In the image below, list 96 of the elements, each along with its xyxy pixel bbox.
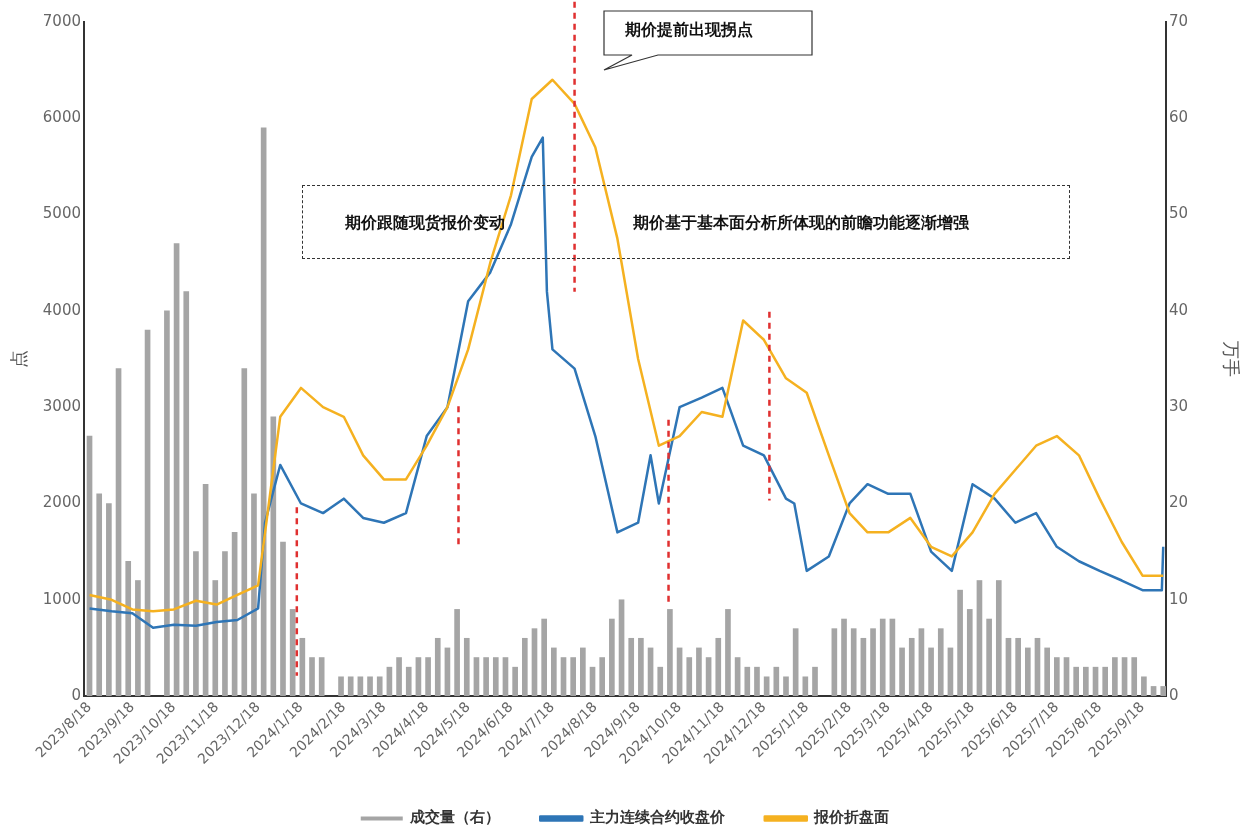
bar xyxy=(812,666,818,697)
legend-label: 报价折盘面 xyxy=(813,808,890,827)
y2-axis-title: 万手 xyxy=(1220,341,1242,378)
bar xyxy=(599,657,606,697)
bar xyxy=(841,618,847,697)
bar xyxy=(96,493,103,697)
bar xyxy=(183,291,190,697)
bar xyxy=(995,580,1002,697)
bar xyxy=(1073,666,1080,697)
bar xyxy=(696,647,702,697)
bar xyxy=(773,666,780,697)
bar xyxy=(609,618,615,697)
bar xyxy=(628,637,635,697)
y-axis-title: 点 xyxy=(8,350,30,369)
bar xyxy=(309,657,315,697)
bar xyxy=(1015,637,1021,697)
bar xyxy=(928,647,934,697)
bar xyxy=(1131,657,1138,697)
y-tick-label: 3000 xyxy=(42,397,81,416)
bar xyxy=(135,580,141,697)
bar xyxy=(870,628,876,697)
bar xyxy=(512,666,518,697)
bar xyxy=(193,551,199,697)
bar xyxy=(434,637,441,697)
bar xyxy=(521,637,528,697)
bar xyxy=(405,666,412,697)
bar xyxy=(937,628,944,697)
bar xyxy=(1102,666,1109,697)
bar xyxy=(570,657,577,697)
bar xyxy=(1054,657,1060,697)
y-tick-label: 6000 xyxy=(42,108,81,127)
bar xyxy=(899,647,905,697)
y2-tick-label: 30 xyxy=(1169,397,1189,416)
bar xyxy=(222,551,228,697)
y2-tick-label: 10 xyxy=(1169,589,1189,608)
bar xyxy=(357,676,364,697)
bar xyxy=(106,503,112,697)
bar xyxy=(986,618,992,697)
bar xyxy=(241,368,248,697)
bar xyxy=(1112,657,1118,697)
bar xyxy=(251,493,257,697)
y-tick-label: 0 xyxy=(71,685,81,704)
bar xyxy=(667,609,673,697)
bar xyxy=(763,676,770,697)
bar xyxy=(376,676,383,697)
bar xyxy=(908,637,915,697)
annotation: 期价提前出现拐点 xyxy=(625,20,753,41)
bar xyxy=(212,580,219,697)
bar xyxy=(1024,647,1031,697)
bar xyxy=(454,609,460,697)
y2-tick-label: 20 xyxy=(1169,493,1189,512)
bar xyxy=(580,647,586,697)
bar xyxy=(744,666,751,697)
bar xyxy=(396,657,402,697)
y2-tick-label: 70 xyxy=(1169,11,1189,30)
bar xyxy=(725,609,731,697)
bar xyxy=(1141,676,1147,697)
bar xyxy=(492,657,499,697)
annotation: 期价基于基本面分析所体现的前瞻功能逐渐增强 xyxy=(633,213,969,234)
y2-tick-label: 0 xyxy=(1169,685,1179,704)
legend-label: 主力连续合约收盘价 xyxy=(588,808,726,827)
bar xyxy=(1083,666,1089,697)
bar xyxy=(280,541,286,697)
bar xyxy=(541,618,547,697)
y-tick-label: 2000 xyxy=(42,493,81,512)
bar xyxy=(338,676,344,697)
bar xyxy=(463,637,470,697)
bar xyxy=(125,560,132,697)
y2-tick-label: 60 xyxy=(1169,108,1189,127)
bar xyxy=(367,676,373,697)
bar xyxy=(1160,686,1166,697)
bar xyxy=(850,628,857,697)
y-tick-label: 1000 xyxy=(42,589,81,608)
bar xyxy=(715,637,722,697)
bar xyxy=(425,657,431,697)
bar xyxy=(551,647,557,697)
y-tick-label: 4000 xyxy=(42,300,81,319)
bar xyxy=(957,589,963,697)
bar xyxy=(802,676,809,697)
bar xyxy=(657,666,664,697)
y-tick-label: 5000 xyxy=(42,204,81,223)
bar xyxy=(783,676,789,697)
bar xyxy=(483,657,489,697)
bar xyxy=(164,310,170,697)
legend-label: 成交量（右） xyxy=(409,808,501,827)
bar xyxy=(686,657,693,697)
bar xyxy=(1044,647,1050,697)
y2-tick-label: 40 xyxy=(1169,300,1189,319)
bar xyxy=(754,666,760,697)
bar xyxy=(318,657,325,697)
bar xyxy=(347,676,354,697)
y2-tick-label: 50 xyxy=(1169,204,1189,223)
bar xyxy=(638,637,644,697)
y-tick-label: 7000 xyxy=(42,11,81,30)
bar xyxy=(966,609,973,697)
bar xyxy=(879,618,886,697)
